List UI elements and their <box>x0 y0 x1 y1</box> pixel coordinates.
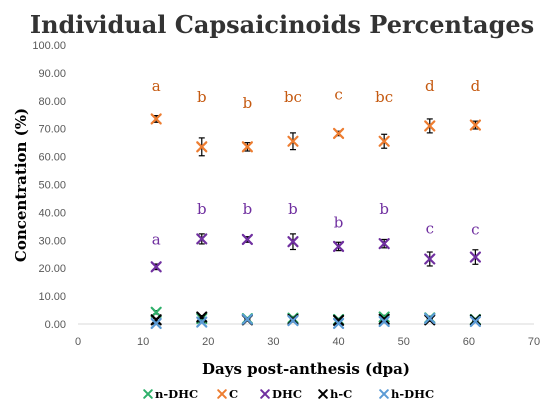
significance-label: b <box>197 200 207 218</box>
data-point <box>469 251 481 263</box>
data-point <box>241 141 253 153</box>
data-point <box>424 120 436 132</box>
data-point <box>150 317 162 330</box>
data-point <box>287 135 299 147</box>
legend-item-h-DHC: h-DHC <box>379 387 434 401</box>
series-DHC <box>150 233 481 273</box>
x-tick-label: 50 <box>398 336 410 348</box>
y-tick-label: 0.00 <box>45 319 66 331</box>
legend-marker <box>143 389 153 399</box>
data-point <box>378 238 390 250</box>
legend-item-C: C <box>217 387 238 401</box>
x-tick-label: 30 <box>267 336 279 348</box>
data-point <box>241 313 253 325</box>
data-point <box>287 315 299 327</box>
significance-label: a <box>152 77 161 95</box>
data-point <box>424 253 436 265</box>
data-point <box>378 135 390 147</box>
significance-label: bc <box>375 88 393 106</box>
significance-label: d <box>471 77 481 95</box>
x-tick-label: 0 <box>75 336 81 348</box>
legend-item-DHC: DHC <box>260 387 302 401</box>
x-tick-labels: 0 10 20 30 40 50 60 70 <box>75 336 540 348</box>
x-tick-label: 60 <box>463 336 475 348</box>
legend-label: C <box>229 387 238 401</box>
significance-label: b <box>243 200 253 218</box>
data-point <box>378 315 390 328</box>
significance-label: b <box>243 94 253 112</box>
data-point <box>241 233 253 246</box>
significance-label: b <box>334 214 344 232</box>
legend-marker <box>318 389 328 399</box>
y-tick-label: 50.00 <box>38 180 66 192</box>
x-tick-label: 40 <box>332 336 344 348</box>
data-point <box>196 233 208 245</box>
x-tick-label: 10 <box>137 336 149 348</box>
data-point <box>150 113 162 125</box>
y-tick-label: 30.00 <box>38 235 66 247</box>
y-tick-labels: 0.00 10.00 20.00 30.00 40.00 50.00 60.00 70.00 8… <box>32 40 66 331</box>
significance-label: c <box>334 85 342 103</box>
legend-label: DHC <box>272 387 302 401</box>
legend-marker <box>379 389 389 399</box>
y-tick-label: 20.00 <box>38 263 66 275</box>
legend-label: h-DHC <box>391 387 434 401</box>
significance-label: bc <box>284 88 302 106</box>
y-axis-title: Concentration (%) <box>12 108 30 262</box>
series-layer <box>150 113 481 330</box>
significance-label: b <box>288 200 298 218</box>
significance-label: a <box>152 230 161 248</box>
chart-title: Individual Capsaicinoids Percentages <box>30 10 534 39</box>
legend-marker <box>217 389 227 399</box>
data-point <box>287 236 299 248</box>
data-point <box>332 314 345 326</box>
y-tick-label: 60.00 <box>38 152 66 164</box>
x-axis-title: Days post-anthesis (dpa) <box>202 360 410 378</box>
data-point <box>150 261 162 273</box>
legend-marker <box>260 389 270 399</box>
y-tick-label: 10.00 <box>38 291 66 303</box>
legend-item-h-C: h-C <box>318 387 352 401</box>
data-point <box>469 315 481 328</box>
data-point <box>196 141 208 153</box>
data-point <box>332 127 345 140</box>
y-tick-label: 100.00 <box>32 40 66 52</box>
data-point <box>332 317 345 330</box>
data-point <box>332 240 345 253</box>
data-point <box>196 316 208 328</box>
y-tick-label: 40.00 <box>38 207 66 219</box>
y-tick-label: 70.00 <box>38 124 66 136</box>
x-tick-label: 70 <box>528 336 540 348</box>
legend: n-DHC C DHC h-C h-DHC <box>143 387 434 401</box>
data-point <box>469 119 481 131</box>
data-point <box>424 312 436 325</box>
significance-label: b <box>379 200 389 218</box>
y-tick-label: 90.00 <box>38 68 66 80</box>
significance-label: b <box>197 88 207 106</box>
significance-label: d <box>425 77 435 95</box>
x-tick-label: 20 <box>202 336 214 348</box>
significance-label: c <box>426 219 434 237</box>
legend-item-n-DHC: n-DHC <box>143 387 198 401</box>
y-tick-label: 80.00 <box>38 96 66 108</box>
series-h-DHC <box>150 312 481 330</box>
legend-label: n-DHC <box>155 387 198 401</box>
significance-label: c <box>471 221 479 239</box>
series-C <box>150 113 481 157</box>
legend-label: h-C <box>330 387 352 401</box>
